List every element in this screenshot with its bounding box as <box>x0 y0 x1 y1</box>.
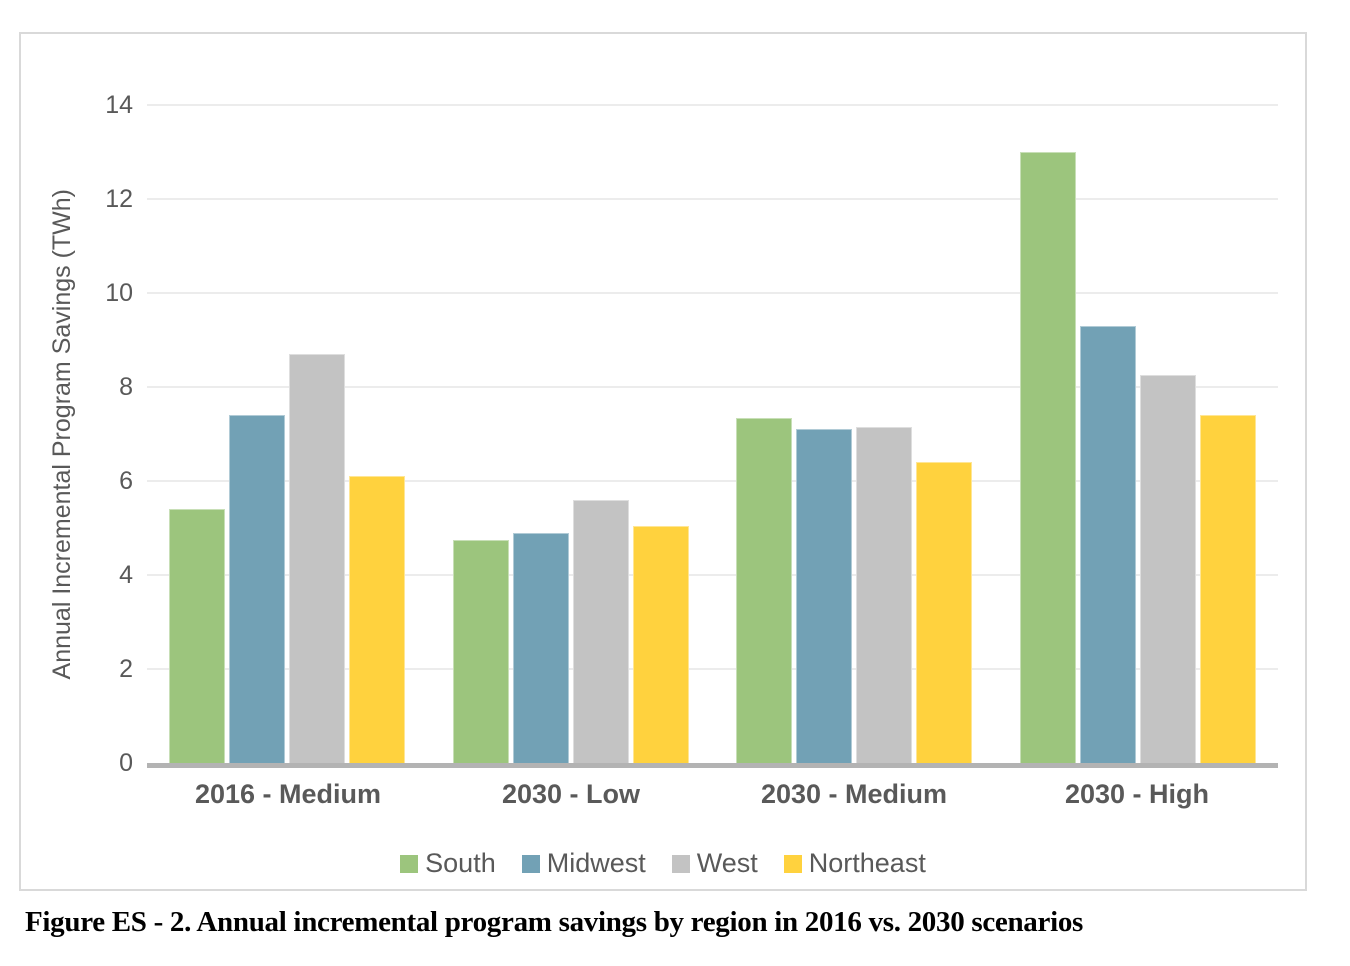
gridline-4 <box>147 574 1278 576</box>
bar-midwest <box>796 429 853 763</box>
x-axis-label-4: 2030 - High <box>1064 779 1210 809</box>
bar-group-1 <box>169 354 405 763</box>
bar-northeast <box>916 462 973 763</box>
bar-group-3 <box>736 417 973 763</box>
bar-northeast <box>1199 415 1256 763</box>
bar-group-4 <box>1019 152 1256 763</box>
figure-caption: Figure ES - 2. Annual incremental progra… <box>25 906 1084 938</box>
legend-swatch-icon <box>400 854 419 873</box>
bar-west <box>572 499 629 763</box>
gridline-6 <box>147 480 1278 482</box>
y-tick-labels: 0 2 4 6 8 10 12 14 <box>21 91 133 777</box>
bar-group-2 <box>452 499 689 763</box>
gridline-2 <box>147 668 1278 670</box>
y-tick-label-2: 2 <box>119 655 133 683</box>
gridline-14 <box>147 104 1278 106</box>
legend-item-northeast: Northeast <box>783 848 926 879</box>
y-tick-label-4: 4 <box>119 561 133 589</box>
legend-label: Midwest <box>546 848 646 878</box>
legend-label: Northeast <box>808 848 926 878</box>
y-tick-label-6: 6 <box>119 467 133 495</box>
y-tick-label-12: 12 <box>105 185 133 213</box>
gridline-10 <box>147 292 1278 294</box>
x-axis-label-2: 2030 - Low <box>501 779 641 809</box>
y-tick-label-10: 10 <box>105 279 133 307</box>
bar-midwest <box>512 532 569 763</box>
bars-row <box>147 152 1278 763</box>
gridline-8 <box>147 386 1278 388</box>
bar-midwest <box>1079 325 1136 763</box>
bar-south <box>452 539 509 763</box>
bar-south <box>736 417 793 763</box>
bar-northeast <box>349 476 405 763</box>
legend-label: South <box>425 848 496 878</box>
bar-west <box>1139 375 1196 763</box>
legend-label: West <box>696 848 758 878</box>
bar-south <box>169 509 225 763</box>
legend-swatch-icon <box>671 854 690 873</box>
legend-swatch-icon <box>521 854 540 873</box>
legend-item-south: South <box>400 848 496 879</box>
bar-midwest <box>229 415 285 763</box>
legend-swatch-icon <box>783 854 802 873</box>
bar-northeast <box>632 525 689 763</box>
x-axis-label-1: 2016 - Medium <box>194 779 382 809</box>
legend-item-west: West <box>671 848 758 879</box>
gridlines <box>147 104 1278 763</box>
gridline-12 <box>147 198 1278 200</box>
x-axis-baseline <box>147 763 1278 768</box>
bar-west <box>289 354 345 763</box>
y-tick-label-0: 0 <box>119 749 133 777</box>
bar-south <box>1019 152 1076 763</box>
chart-frame: Annual Incremental Program Savings (TWh)… <box>19 32 1307 891</box>
legend-item-midwest: Midwest <box>521 848 646 879</box>
y-tick-label-8: 8 <box>119 373 133 401</box>
bar-west <box>856 426 913 763</box>
y-tick-label-14: 14 <box>105 91 133 119</box>
legend: South Midwest West Northeast <box>21 848 1305 879</box>
plot-area <box>147 104 1278 768</box>
x-axis-label-3: 2030 - Medium <box>760 779 948 809</box>
x-axis-labels: 2016 - Medium 2030 - Low 2030 - Medium 2030… <box>147 779 1278 810</box>
